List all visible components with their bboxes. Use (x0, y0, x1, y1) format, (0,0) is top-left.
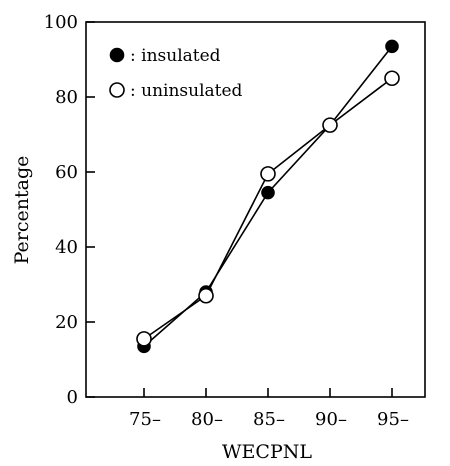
open-data-point (136, 331, 152, 347)
legend-marker (109, 82, 125, 98)
x-tick-label: 75– (129, 409, 161, 430)
series-points (136, 39, 400, 354)
x-axis-title: WECPNL (222, 441, 312, 463)
x-tick-label: 90– (315, 409, 347, 430)
open-data-point (198, 287, 214, 304)
filled-data-point (385, 39, 399, 54)
legend-marker (109, 47, 125, 63)
legend-label: : uninsulated (130, 81, 243, 101)
legend-label: : insulated (130, 46, 221, 66)
x-tick-label: 80– (191, 409, 223, 430)
x-tick-label: 95– (377, 409, 409, 430)
y-tick-label: 60 (55, 162, 78, 183)
y-tick-label: 0 (67, 387, 78, 408)
x-tick-label: 85– (253, 409, 285, 430)
y-tick-label: 20 (55, 312, 78, 333)
y-tick-label: 40 (55, 237, 78, 258)
series-line-2 (143, 77, 393, 340)
y-axis-ticks: 0 20 40 60 80 100 (44, 12, 95, 408)
open-data-point (260, 166, 276, 182)
x-axis-ticks: 75– 80– 85– 90– 95– (129, 388, 409, 430)
filled-data-point (261, 185, 275, 200)
y-axis-title: Percentage (11, 156, 33, 265)
open-data-point (384, 70, 400, 87)
axes (85, 21, 426, 398)
y-tick-label: 80 (55, 87, 78, 108)
open-data-point (322, 117, 338, 133)
legend: : insulated : uninsulated (109, 46, 243, 101)
y-tick-label: 100 (44, 12, 78, 33)
plot-frame (85, 21, 426, 398)
